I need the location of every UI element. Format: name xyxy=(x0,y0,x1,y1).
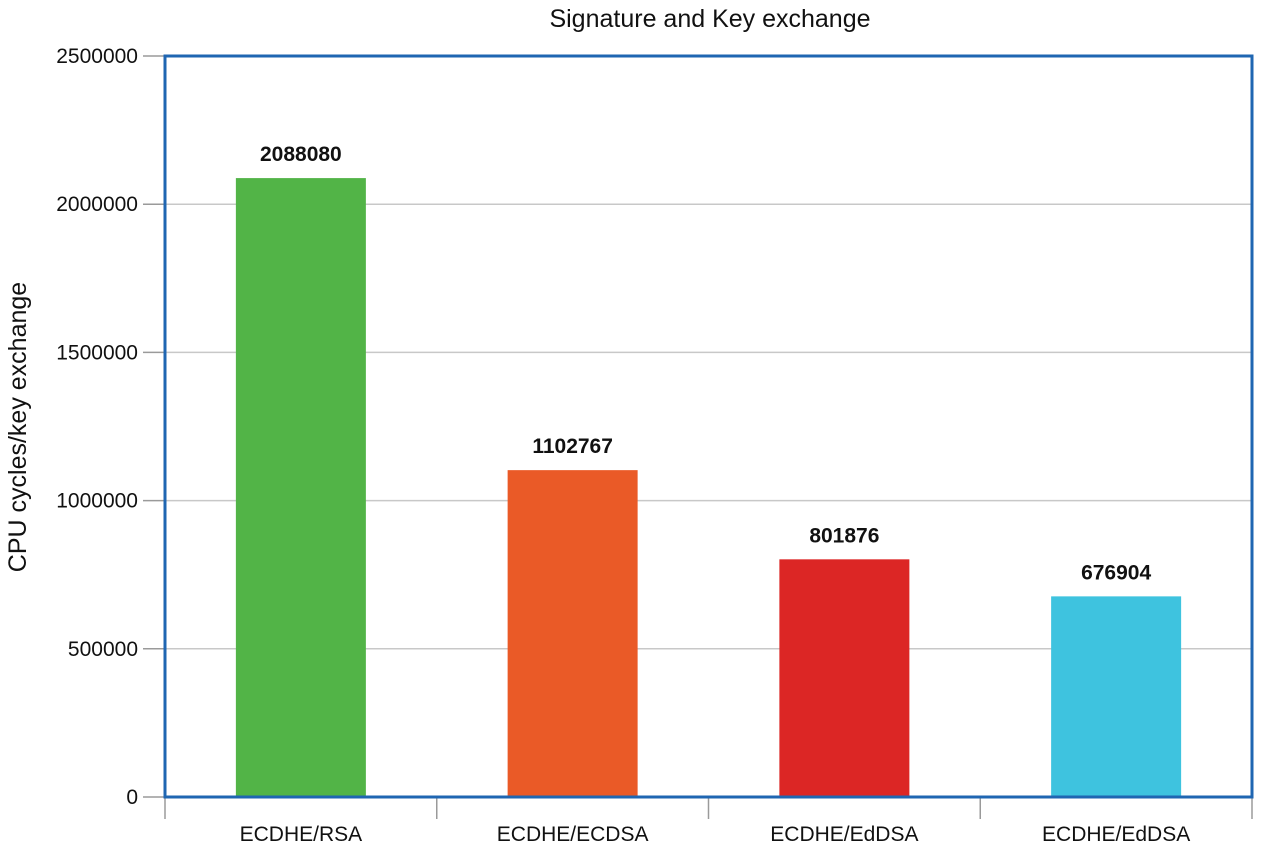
y-axis-label: CPU cycles/key exchange xyxy=(4,282,32,572)
x-tick-label: ECDHE/EdDSA xyxy=(770,823,918,846)
y-tick-label: 0 xyxy=(126,786,138,809)
x-tick-label: ECDHE/RSA xyxy=(240,823,363,846)
bar xyxy=(235,178,366,798)
bar xyxy=(1051,596,1182,797)
bar xyxy=(779,559,910,797)
y-tick-label: 500000 xyxy=(68,638,138,661)
bar xyxy=(507,470,638,797)
y-tick-label: 2500000 xyxy=(56,45,138,68)
data-label: 801876 xyxy=(809,524,879,547)
y-tick-label: 1500000 xyxy=(56,341,138,364)
data-label: 676904 xyxy=(1081,561,1151,584)
y-tick-label: 1000000 xyxy=(56,490,138,513)
data-label: 2088080 xyxy=(260,143,342,166)
x-tick-label: ECDHE/EdDSA xyxy=(1042,823,1190,846)
plot-frame xyxy=(163,54,1254,799)
data-label: 1102767 xyxy=(532,435,613,458)
y-axis-ticks: 0 500000 1000000 1500000 2000000 2500000 xyxy=(56,45,165,809)
bars: 2088080 1102767 801876 676904 xyxy=(235,143,1182,798)
x-tick-label: ECDHE/ECDSA xyxy=(497,823,649,846)
y-tick-label: 2000000 xyxy=(56,193,138,216)
chart-title: Signature and Key exchange xyxy=(549,5,870,33)
x-axis: ECDHE/RSA ECDHE/ECDSA ECDHE/EdDSA ECDHE/EdD… xyxy=(164,797,1253,846)
